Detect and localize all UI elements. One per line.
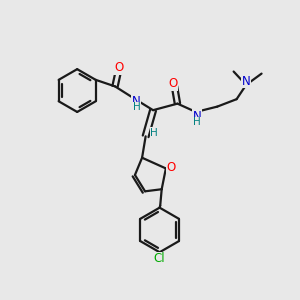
Text: H: H [133,102,140,112]
Text: O: O [167,161,176,174]
Text: N: N [193,110,202,123]
Text: O: O [114,61,123,74]
Text: O: O [168,77,178,90]
Text: N: N [132,95,141,108]
Text: H: H [194,117,201,128]
Text: H: H [150,128,158,138]
Text: N: N [242,75,250,88]
Text: Cl: Cl [154,252,165,265]
